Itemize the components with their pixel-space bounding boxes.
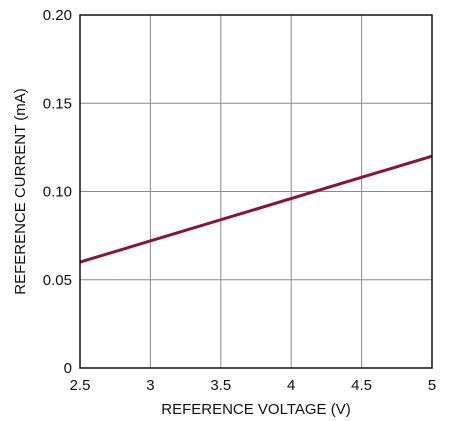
y-tick-label: 0.10 bbox=[43, 184, 72, 201]
y-axis-label: REFERENCE CURRENT (mA) bbox=[12, 88, 29, 294]
x-tick-label: 3.5 bbox=[210, 377, 231, 394]
x-tick-label: 4 bbox=[287, 377, 295, 394]
series-lines bbox=[79, 154, 433, 264]
y-tick-label: 0 bbox=[64, 360, 72, 377]
y-tick-label: 0.05 bbox=[43, 272, 72, 289]
grid-lines bbox=[80, 15, 432, 368]
y-tick-label: 0.20 bbox=[43, 7, 72, 24]
x-tick-label: 2.5 bbox=[70, 377, 91, 394]
tick-labels: 2.5 3 3.5 4 4.5 5 0 0.05 0.10 0.15 0.20 bbox=[43, 7, 436, 394]
series-line bbox=[79, 154, 433, 264]
y-tick-label: 0.15 bbox=[43, 95, 72, 112]
x-tick-label: 5 bbox=[428, 377, 436, 394]
x-tick-label: 4.5 bbox=[351, 377, 372, 394]
x-tick-label: 3 bbox=[146, 377, 154, 394]
plot-frame bbox=[79, 14, 433, 369]
x-axis-label: REFERENCE VOLTAGE (V) bbox=[161, 401, 350, 418]
